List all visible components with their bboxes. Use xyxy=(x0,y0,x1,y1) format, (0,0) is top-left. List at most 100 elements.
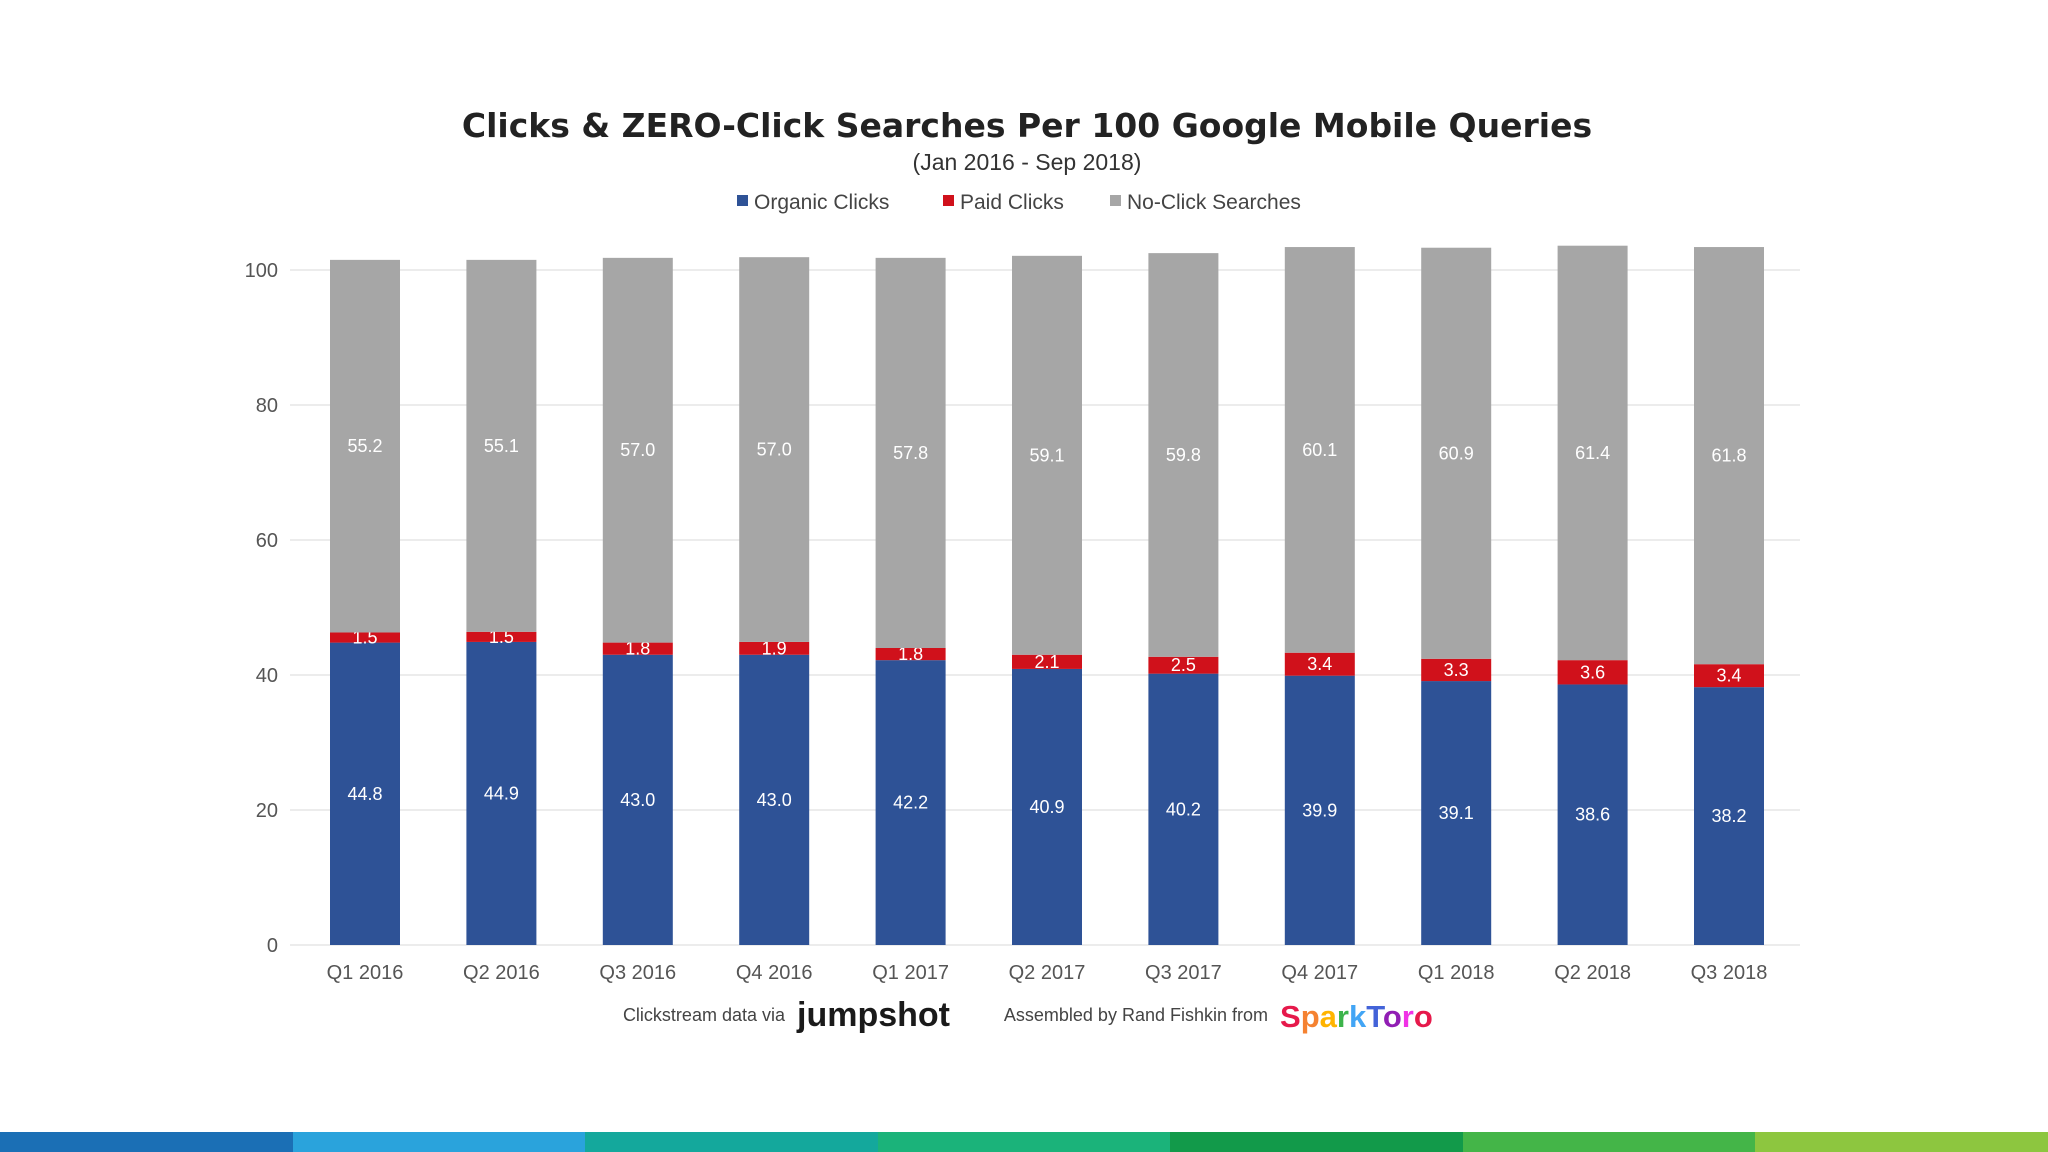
data-label-paid-clicks: 1.5 xyxy=(352,628,377,648)
brand-letter: o xyxy=(1414,999,1433,1034)
y-tick-label: 40 xyxy=(256,665,278,687)
bar-organic-clicks xyxy=(1694,687,1764,945)
y-axis: 0 20 40 60 80 100 xyxy=(245,260,278,957)
bar-no-click-searches xyxy=(466,259,537,632)
bar-organic-clicks xyxy=(1557,684,1628,945)
data-label-no-click-searches: 61.4 xyxy=(1575,443,1610,463)
y-tick-label: 80 xyxy=(256,395,278,417)
bar-no-click-searches xyxy=(1421,247,1492,659)
bar-no-click-searches xyxy=(1284,247,1355,653)
data-label-paid-clicks: 1.8 xyxy=(625,639,650,659)
data-label-no-click-searches: 59.1 xyxy=(1029,445,1064,465)
bar-no-click-searches xyxy=(602,257,673,643)
data-label-organic-clicks: 40.2 xyxy=(1166,799,1201,819)
x-tick-label: Q2 2017 xyxy=(1009,962,1086,984)
brand-letter: p xyxy=(1301,999,1320,1034)
legend: Organic Clicks Paid Clicks No-Click Search… xyxy=(737,191,1301,214)
brand-letter: a xyxy=(1320,999,1338,1034)
data-label-paid-clicks: 1.8 xyxy=(898,644,923,664)
data-label-organic-clicks: 43.0 xyxy=(757,790,792,810)
data-label-organic-clicks: 43.0 xyxy=(620,790,655,810)
legend-label-no-click-searches: No-Click Searches xyxy=(1127,191,1301,214)
brand-letter: k xyxy=(1349,999,1367,1034)
bar-paid-clicks xyxy=(1557,660,1628,685)
brand-letter: T xyxy=(1366,999,1385,1034)
data-label-organic-clicks: 44.8 xyxy=(347,784,382,804)
data-label-no-click-searches: 60.1 xyxy=(1302,440,1337,460)
footer-bar-segment xyxy=(877,1132,1171,1152)
data-label-no-click-searches: 57.0 xyxy=(620,440,655,460)
x-tick-label: Q3 2016 xyxy=(599,962,676,984)
chart-subtitle: (Jan 2016 - Sep 2018) xyxy=(913,149,1142,175)
footer-bar-segment xyxy=(1755,1132,2048,1152)
bar-paid-clicks xyxy=(1148,656,1219,674)
y-tick-label: 20 xyxy=(256,800,278,822)
bar-paid-clicks xyxy=(1012,654,1082,669)
data-label-paid-clicks: 1.5 xyxy=(489,627,514,647)
bar-paid-clicks xyxy=(1421,658,1492,682)
bar-no-click-searches xyxy=(1694,247,1764,665)
x-tick-label: Q3 2017 xyxy=(1145,962,1222,984)
x-tick-label: Q1 2017 xyxy=(872,962,949,984)
jumpshot-logo: jumpshot xyxy=(796,996,950,1034)
x-tick-label: Q2 2018 xyxy=(1554,962,1631,984)
legend-swatch-organic-clicks xyxy=(737,195,748,206)
bar-organic-clicks xyxy=(1148,673,1219,945)
bar-paid-clicks xyxy=(466,631,537,642)
legend-label-paid-clicks: Paid Clicks xyxy=(960,191,1064,214)
legend-swatch-paid-clicks xyxy=(943,195,954,206)
bar-no-click-searches xyxy=(1557,245,1628,661)
data-label-organic-clicks: 39.1 xyxy=(1439,803,1474,823)
bar-organic-clicks xyxy=(1421,681,1492,945)
footer-bar-segment xyxy=(585,1132,878,1152)
bar-paid-clicks xyxy=(1284,652,1355,676)
data-label-no-click-searches: 59.8 xyxy=(1166,445,1201,465)
data-label-organic-clicks: 38.2 xyxy=(1711,806,1746,826)
bar-organic-clicks xyxy=(1284,675,1355,945)
y-tick-label: 100 xyxy=(245,260,278,282)
y-tick-label: 60 xyxy=(256,530,278,552)
data-label-organic-clicks: 38.6 xyxy=(1575,805,1610,825)
data-label-no-click-searches: 61.8 xyxy=(1711,446,1746,466)
data-label-paid-clicks: 3.4 xyxy=(1307,654,1332,674)
footer-bar-segment xyxy=(1462,1132,1756,1152)
x-tick-label: Q1 2018 xyxy=(1418,962,1495,984)
data-label-no-click-searches: 55.1 xyxy=(484,436,519,456)
data-label-organic-clicks: 42.2 xyxy=(893,793,928,813)
footer-color-bar xyxy=(0,1132,2048,1152)
legend-swatch-no-click-searches xyxy=(1110,195,1121,206)
x-tick-label: Q2 2016 xyxy=(463,962,540,984)
y-tick-label: 0 xyxy=(267,935,278,957)
legend-label-organic-clicks: Organic Clicks xyxy=(754,191,889,214)
brand-letter: o xyxy=(1383,999,1402,1034)
sparktoro-logo: SparkToro xyxy=(1280,999,1433,1034)
bar-paid-clicks xyxy=(875,648,946,661)
data-label-no-click-searches: 60.9 xyxy=(1439,443,1474,463)
bar-organic-clicks xyxy=(330,642,400,945)
data-label-no-click-searches: 55.2 xyxy=(347,436,382,456)
data-label-paid-clicks: 1.9 xyxy=(762,638,787,658)
footer-bar-segment xyxy=(292,1132,586,1152)
bar-no-click-searches xyxy=(875,257,946,648)
footer-bar-segment xyxy=(1170,1132,1463,1152)
bar-paid-clicks xyxy=(1694,664,1764,688)
x-tick-label: Q3 2018 xyxy=(1691,962,1768,984)
bar-no-click-searches xyxy=(330,259,400,633)
bar-no-click-searches xyxy=(739,257,810,642)
x-tick-label: Q4 2016 xyxy=(736,962,813,984)
brand-letter: r xyxy=(1402,999,1414,1034)
x-tick-label: Q4 2017 xyxy=(1281,962,1358,984)
data-label-organic-clicks: 40.9 xyxy=(1029,797,1064,817)
data-label-paid-clicks: 3.6 xyxy=(1580,662,1605,682)
x-axis: Q1 2016 Q2 2016 Q3 2016 Q4 2016 Q1 2017 Q2 20… xyxy=(327,962,1768,984)
data-label-paid-clicks: 2.5 xyxy=(1171,655,1196,675)
footer-bar-segment xyxy=(0,1132,293,1152)
credits: Clickstream data via jumpshot Assembled … xyxy=(623,996,1433,1034)
data-label-paid-clicks: 3.4 xyxy=(1716,666,1741,686)
brand-letter: r xyxy=(1337,999,1349,1034)
bar-organic-clicks xyxy=(875,660,946,945)
data-label-paid-clicks: 3.3 xyxy=(1444,660,1469,680)
x-tick-label: Q1 2016 xyxy=(327,962,404,984)
data-label-no-click-searches: 57.8 xyxy=(893,443,928,463)
brand-letter: S xyxy=(1280,999,1301,1034)
